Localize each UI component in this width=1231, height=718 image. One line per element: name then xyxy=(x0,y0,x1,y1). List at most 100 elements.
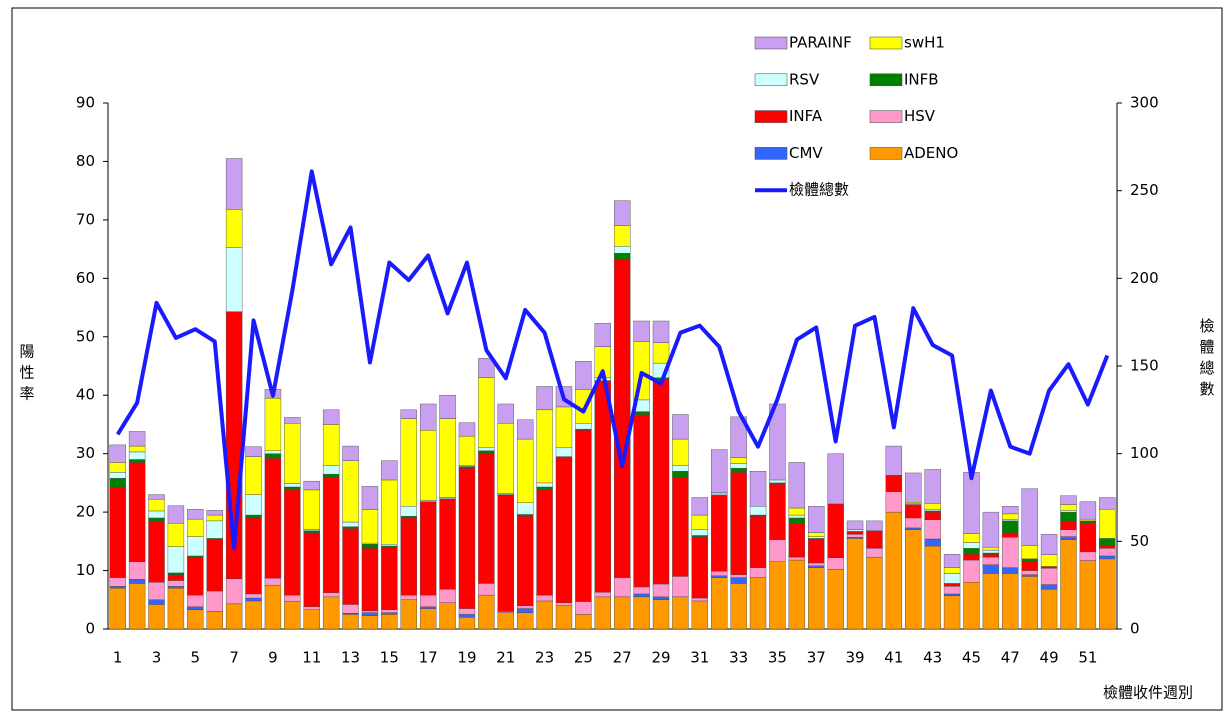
bar-segment xyxy=(652,596,670,600)
bar-segment xyxy=(1099,497,1116,510)
bar-segment xyxy=(788,514,806,519)
bar-segment xyxy=(924,519,941,540)
bar-segment xyxy=(478,447,495,451)
bar-segment xyxy=(342,445,359,461)
bar-segment xyxy=(400,409,417,419)
bar-segment xyxy=(982,573,1000,630)
bar-segment xyxy=(1002,537,1019,568)
bar-segment xyxy=(419,501,437,596)
x-tick-label: 11 xyxy=(302,649,321,667)
bar-segment xyxy=(885,491,903,513)
bar-segment xyxy=(264,397,282,451)
bar-segment xyxy=(167,523,185,547)
bar-segment xyxy=(691,529,709,536)
bar-segment xyxy=(827,557,844,570)
bar-segment xyxy=(1021,570,1038,575)
bar-segment xyxy=(1099,558,1116,630)
bar-segment xyxy=(633,411,650,415)
bar-segment xyxy=(711,449,728,494)
x-tick-label: 35 xyxy=(768,649,787,667)
bar-segment xyxy=(730,463,747,469)
bar-segment xyxy=(963,533,980,543)
bar-segment xyxy=(458,608,476,615)
bar-segment xyxy=(982,549,1000,554)
bar-segment xyxy=(1021,561,1038,571)
bar-segment xyxy=(497,612,514,630)
bar-segment xyxy=(361,509,379,544)
bar-segment xyxy=(361,612,379,616)
bar-segment xyxy=(866,548,883,558)
y2-tick-label: 50 xyxy=(1130,532,1149,550)
bar-segment xyxy=(303,480,320,491)
bar-segment xyxy=(963,553,980,561)
bar-segment xyxy=(614,577,631,598)
bar-segment xyxy=(497,495,514,612)
bar-segment xyxy=(109,444,126,463)
bar-segment xyxy=(516,514,534,517)
bar-segment xyxy=(167,580,185,587)
bar-segment xyxy=(1002,573,1019,630)
bar-segment xyxy=(322,424,340,466)
bar-segment xyxy=(109,577,126,587)
bar-segment xyxy=(225,209,243,248)
bar-segment xyxy=(711,575,728,578)
y-tick-label: 60 xyxy=(76,269,95,287)
bar-segment xyxy=(458,468,476,609)
bar-segment xyxy=(516,612,534,630)
legend-label: PARAINF xyxy=(789,34,852,52)
bar-segment xyxy=(943,595,961,630)
bar-segment xyxy=(167,572,185,575)
bar-segment xyxy=(245,514,262,519)
legend-swatch xyxy=(754,147,788,160)
bar-segment xyxy=(730,574,747,578)
bar-segment xyxy=(808,536,825,539)
bar-segment xyxy=(808,539,825,564)
bar-segment xyxy=(555,406,573,449)
bar-segment xyxy=(1040,568,1058,585)
bar-segment xyxy=(1040,554,1058,567)
bar-segment xyxy=(284,601,301,630)
bar-segment xyxy=(555,447,573,457)
bar-segment xyxy=(322,476,340,593)
bar-segment xyxy=(206,520,223,539)
bar-segment xyxy=(730,416,747,458)
bar-segment xyxy=(788,507,806,516)
bar-segment xyxy=(361,610,379,613)
bar-segment xyxy=(943,553,961,568)
bar-segment xyxy=(749,516,767,568)
bar-segment xyxy=(187,594,204,607)
bar-segment xyxy=(594,596,611,630)
bar-segment xyxy=(866,556,883,630)
bar-segment xyxy=(206,510,223,516)
bar-segment xyxy=(264,453,282,459)
bar-segment xyxy=(536,486,553,491)
bar-segment xyxy=(730,577,747,584)
bar-segment xyxy=(1079,520,1097,523)
bar-segment xyxy=(516,608,534,613)
bar-segment xyxy=(924,503,941,510)
bar-segment xyxy=(187,606,204,610)
bar-segment xyxy=(943,583,961,587)
bar-segment xyxy=(749,506,767,516)
bar-segment xyxy=(730,457,747,464)
bar-segment xyxy=(478,377,495,449)
x-tick-label: 45 xyxy=(962,649,981,667)
bar-segment xyxy=(400,517,417,596)
bar-segment xyxy=(575,614,592,630)
bar-segment xyxy=(516,516,534,606)
bar-segment xyxy=(691,536,709,599)
bar-segment xyxy=(982,564,1000,574)
x-tick-label: 7 xyxy=(229,649,239,667)
bar-segment xyxy=(769,479,786,484)
bar-segment xyxy=(497,423,514,494)
legend-swatch xyxy=(869,36,903,50)
bar-segment xyxy=(963,548,980,555)
x-tick-label: 13 xyxy=(341,649,360,667)
legend-swatch xyxy=(869,110,903,123)
legend-label: CMV xyxy=(789,144,823,162)
y-tick-label: 90 xyxy=(76,94,95,112)
bar-segment xyxy=(458,435,476,466)
bar-segment xyxy=(109,472,126,479)
bar-segment xyxy=(128,451,146,460)
bar-segment xyxy=(982,553,1000,558)
